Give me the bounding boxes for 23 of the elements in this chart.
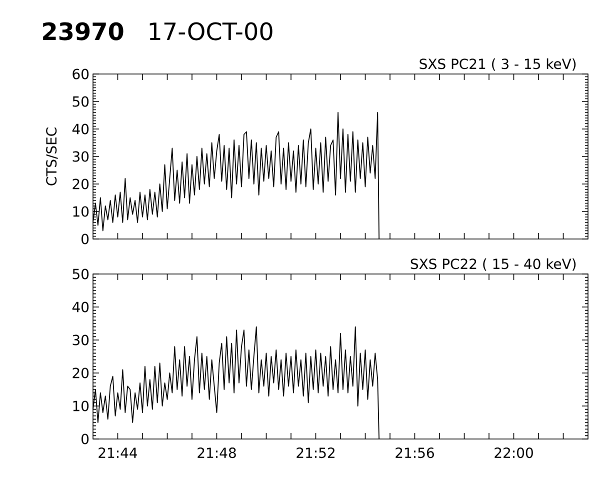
y-tick-label: 10 xyxy=(73,400,89,412)
x-tick-label: 21:52 xyxy=(296,448,334,458)
x-tick-label: 21:48 xyxy=(198,448,236,458)
chart-title: 23970 xyxy=(43,22,124,40)
chart-subtitle: 17-OCT-00 xyxy=(150,22,272,40)
x-tick-label: 21:56 xyxy=(396,448,434,458)
y-tick-label: 20 xyxy=(72,178,89,190)
y-tick-label: 0 xyxy=(82,434,89,444)
y-tick-label: 40 xyxy=(72,302,89,312)
y-tick-label: 30 xyxy=(72,151,89,162)
legend-label: SXS PC22 ( 15 - 40 keV) xyxy=(410,258,576,271)
y-tick-label: 50 xyxy=(72,268,89,280)
y-tick-label: 20 xyxy=(72,368,89,378)
y-tick-label: 30 xyxy=(72,334,89,346)
y-tick-label: 0 xyxy=(82,234,89,244)
x-tick-label: 22:00 xyxy=(494,448,533,458)
y-tick-label: 60 xyxy=(72,68,89,80)
y-tick-label: 40 xyxy=(72,124,89,134)
x-tick-label: 21:44 xyxy=(98,448,138,458)
y-tick-label: 10 xyxy=(73,206,89,217)
y-tick-label: 50 xyxy=(72,96,89,107)
y-axis-title: CTS/SEC xyxy=(46,128,58,186)
legend-label: SXS PC21 ( 3 - 15 keV) xyxy=(420,58,576,71)
